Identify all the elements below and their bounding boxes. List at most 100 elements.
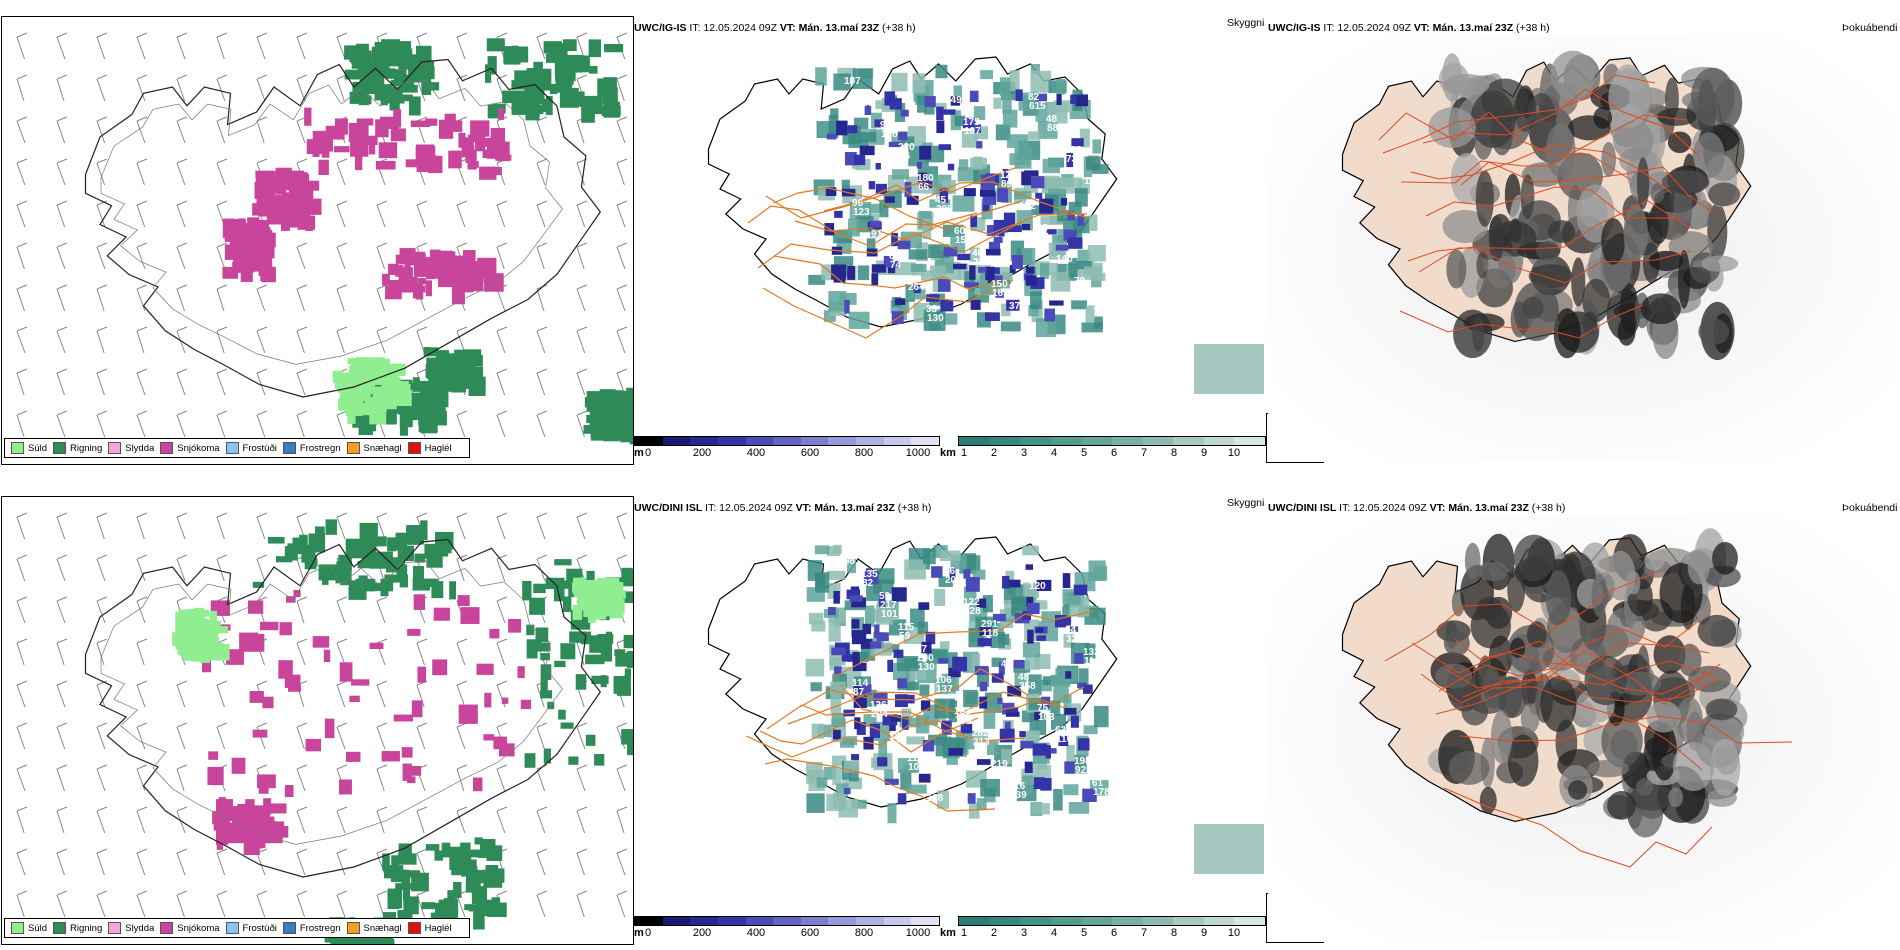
wind-barb xyxy=(496,200,508,228)
precip-legend-swatch xyxy=(11,922,24,934)
precip-legend-swatch xyxy=(282,442,296,454)
visibility-tick-label: 3 xyxy=(1020,447,1028,459)
road xyxy=(757,218,1029,269)
wind-barb xyxy=(376,242,388,270)
height-color-step xyxy=(717,917,746,925)
wind-barb xyxy=(536,284,548,312)
wind-barb xyxy=(256,74,268,102)
height-color-step xyxy=(911,917,940,925)
precip-legend-swatch xyxy=(53,922,67,934)
wind-barb xyxy=(216,680,228,708)
precip-legend-item: Snjókoma xyxy=(160,922,220,934)
wind-barb xyxy=(176,74,188,102)
wind-barb xyxy=(256,284,268,312)
wind-barb xyxy=(136,116,148,144)
precip-legend-item: Haglél xyxy=(407,442,452,454)
wind-barb xyxy=(416,200,428,228)
wind-barb xyxy=(296,32,308,60)
visibility-value-label: 44 xyxy=(1001,659,1013,670)
precip-legend-item: Frostúði xyxy=(225,922,277,934)
height-unit: m xyxy=(634,927,644,939)
wind-barb xyxy=(296,368,308,396)
road xyxy=(787,686,1085,725)
precip-legend-item: Frostregn xyxy=(282,922,341,934)
visibility-value-label: 48 xyxy=(1046,114,1058,125)
road xyxy=(1384,570,1661,662)
lead-time: (+38 h) xyxy=(1531,502,1566,514)
precip-legend-item: Snæhagl xyxy=(346,922,402,934)
wind-barb xyxy=(336,638,348,666)
visibility-value-label: 152 xyxy=(1019,201,1036,212)
visibility-value-label: 106 xyxy=(935,675,952,686)
precip-legend-item: Frostúði xyxy=(225,442,277,454)
valid-time: VT: Mán. 13.maí 23Z xyxy=(1413,22,1514,34)
visibility-value-label: 92 xyxy=(1075,765,1087,776)
visibility-value-label: 62 xyxy=(889,251,901,262)
wind-barb xyxy=(216,116,228,144)
wind-barb xyxy=(216,32,228,60)
wind-barb xyxy=(16,284,28,312)
wind-barb xyxy=(256,326,268,354)
wind-barb xyxy=(616,200,628,228)
precip-legend-label: Haglél xyxy=(424,442,452,454)
wind-barb xyxy=(216,74,228,102)
fog-index-map[interactable] xyxy=(1268,514,1898,942)
wind-barb xyxy=(336,806,348,834)
visibility-value-label: 59 xyxy=(879,591,891,602)
precip-legend-item: Frostregn xyxy=(282,442,341,454)
wind-barb xyxy=(56,284,68,312)
road xyxy=(1443,787,1713,868)
wind-barb xyxy=(576,512,588,540)
wind-barb xyxy=(416,806,428,834)
wind-barb xyxy=(16,806,28,834)
wind-barb xyxy=(496,410,508,438)
visibility-map[interactable]: 98 101 130 109 76 120 323 87 96 118 128 44 103 92 82 59… xyxy=(634,514,1264,914)
wind-barb xyxy=(176,764,188,792)
wind-barb xyxy=(16,512,28,540)
wind-barb xyxy=(576,32,588,60)
wind-barb xyxy=(56,680,68,708)
wind-barb xyxy=(616,326,628,354)
fog-index-map[interactable] xyxy=(1268,34,1898,462)
visibility-value-label: 87 xyxy=(853,687,865,698)
visibility-value-label: 30 xyxy=(862,98,874,109)
precip-type-map[interactable] xyxy=(1,16,634,465)
visibility-tick-label: 10 xyxy=(1227,447,1241,459)
visibility-value-label: 119 xyxy=(1010,310,1027,321)
visibility-tick-label: 7 xyxy=(1140,927,1148,939)
wind-barb xyxy=(96,848,108,876)
wind-barb xyxy=(96,158,108,186)
precip-legend-swatch xyxy=(53,442,67,454)
wind-barb xyxy=(296,764,308,792)
precip-legend-label: Frostúði xyxy=(242,442,277,454)
fog-header: UWC/DINI ISL IT: 12.05.2024 09Z VT: Mán.… xyxy=(1268,502,1565,514)
wind-barb xyxy=(216,722,228,750)
visibility-map[interactable]: 187 108 66 157 161 615 73 123 74 130 107 89 54 77 30 76… xyxy=(634,34,1264,434)
precip-type-legend: Súld Rigning Slydda Snjókoma Frostúði Frostre… xyxy=(4,918,470,938)
visibility-colorbar xyxy=(958,916,1266,926)
visibility-value-label: 75 xyxy=(1037,703,1049,714)
wind-barb xyxy=(96,116,108,144)
road xyxy=(1411,640,1711,695)
visibility-color-step xyxy=(959,437,990,445)
wind-barb xyxy=(456,680,468,708)
wind-barb xyxy=(216,512,228,540)
visibility-tick-label: 7 xyxy=(1140,447,1148,459)
wind-barb xyxy=(376,764,388,792)
wind-barb xyxy=(416,326,428,354)
wind-barb xyxy=(96,596,108,624)
precip-type-map[interactable] xyxy=(1,496,634,945)
visibility-tick-label: 8 xyxy=(1170,927,1178,939)
issue-time: IT: 12.05.2024 09Z xyxy=(1339,502,1427,514)
visibility-value-label: 76 xyxy=(899,151,911,162)
visibility-value-label: 103 xyxy=(1038,712,1055,723)
wind-barb xyxy=(136,74,148,102)
contour xyxy=(100,560,563,845)
wind-barb xyxy=(336,32,348,60)
road xyxy=(1420,673,1703,771)
wind-barb xyxy=(616,158,628,186)
visibility-value-label: 115 xyxy=(898,622,915,633)
height-color-step xyxy=(773,437,801,445)
wind-barb xyxy=(296,284,308,312)
wind-barb xyxy=(456,200,468,228)
